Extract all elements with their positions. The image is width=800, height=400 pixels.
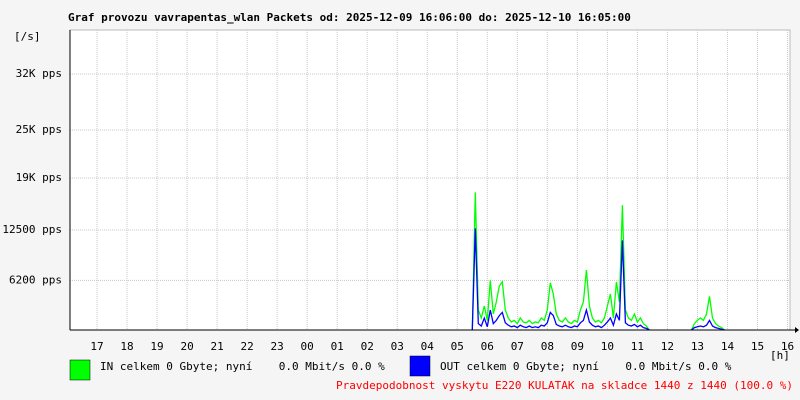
x-tick-label: 02 — [361, 340, 374, 353]
x-tick-label: 17 — [90, 340, 103, 353]
x-tick-label: 01 — [331, 340, 344, 353]
y-tick-label: 12500 pps — [2, 223, 62, 236]
x-tick-label: 03 — [391, 340, 404, 353]
x-tick-label: 16 — [781, 340, 794, 353]
x-tick-label: 08 — [541, 340, 554, 353]
x-tick-label: 06 — [481, 340, 494, 353]
series-line — [471, 228, 725, 331]
series-lines — [471, 192, 725, 331]
x-tick-label: 00 — [301, 340, 314, 353]
x-tick-label: 18 — [120, 340, 133, 353]
y-unit: [/s] — [14, 30, 41, 43]
footer: Pravdepodobnost vyskytu E220 KULATAK na … — [336, 379, 793, 392]
x-tick-label: 07 — [511, 340, 524, 353]
x-tick-label: 22 — [241, 340, 254, 353]
x-tick-label: 12 — [661, 340, 674, 353]
x-axis-arrow — [795, 327, 799, 333]
x-tick-label: 20 — [180, 340, 193, 353]
y-tick-label: 6200 pps — [9, 273, 62, 286]
x-tick-label: 10 — [601, 340, 614, 353]
x-tick-label: 09 — [571, 340, 584, 353]
x-tick-label: 15 — [751, 340, 764, 353]
grid — [70, 30, 790, 330]
x-tick-label: 05 — [451, 340, 464, 353]
y-tick-label: 25K pps — [16, 123, 62, 136]
series-line — [471, 192, 725, 331]
legend-swatch — [69, 359, 91, 381]
x-tick-label: 04 — [421, 340, 435, 353]
x-tick-label: 23 — [271, 340, 284, 353]
y-tick-label: 32K pps — [16, 67, 62, 80]
x-tick-label: 14 — [721, 340, 735, 353]
x-tick-label: 11 — [631, 340, 644, 353]
x-tick-label: 13 — [691, 340, 704, 353]
chart-title: Graf provozu vavrapentas_wlan Packets od… — [68, 11, 631, 24]
legend-label: OUT celkem 0 Gbyte; nyní 0.0 Mbit/s 0.0 … — [440, 360, 732, 373]
x-unit: [h] — [770, 349, 790, 362]
legend-swatch — [409, 355, 431, 377]
y-tick-label: 19K pps — [16, 171, 62, 184]
x-tick-label: 19 — [150, 340, 163, 353]
plot-area — [69, 29, 791, 331]
x-tick-label: 21 — [210, 340, 223, 353]
legend-label: IN celkem 0 Gbyte; nyní 0.0 Mbit/s 0.0 % — [100, 360, 385, 373]
